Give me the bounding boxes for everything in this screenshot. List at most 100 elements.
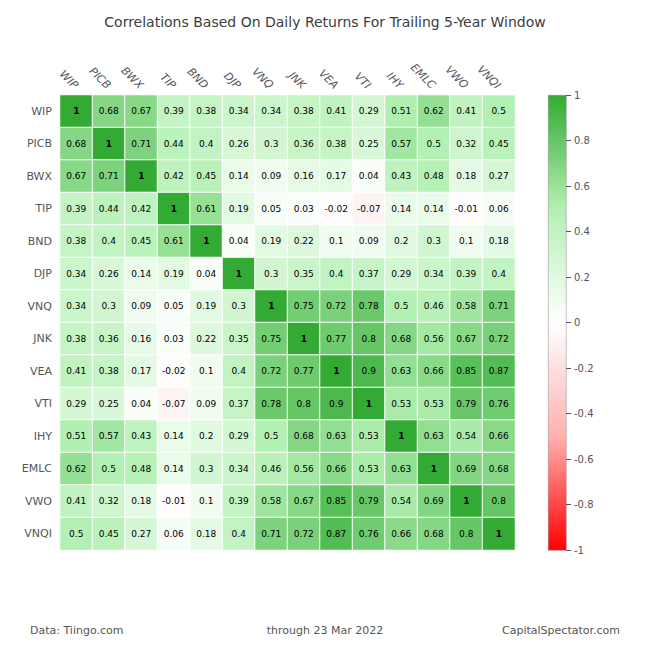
svg-text:0.04: 0.04 <box>359 171 379 181</box>
svg-text:0.38: 0.38 <box>66 236 86 246</box>
svg-text:0.2: 0.2 <box>199 431 213 441</box>
svg-text:1: 1 <box>496 529 502 539</box>
svg-text:0.4: 0.4 <box>329 269 344 279</box>
svg-text:-0.8: -0.8 <box>574 499 594 510</box>
svg-text:1: 1 <box>73 106 79 116</box>
svg-text:0.72: 0.72 <box>261 366 281 376</box>
svg-text:0.32: 0.32 <box>99 496 119 506</box>
svg-text:0.04: 0.04 <box>229 236 249 246</box>
svg-text:0.3: 0.3 <box>264 139 278 149</box>
svg-text:0.75: 0.75 <box>294 301 314 311</box>
svg-text:0.9: 0.9 <box>362 366 377 376</box>
svg-text:WIP: WIP <box>57 68 81 92</box>
svg-text:0.1: 0.1 <box>329 236 343 246</box>
svg-text:0.03: 0.03 <box>294 204 314 214</box>
svg-text:0.34: 0.34 <box>66 301 86 311</box>
svg-text:0.63: 0.63 <box>391 464 411 474</box>
svg-text:0.63: 0.63 <box>424 431 444 441</box>
svg-text:0.17: 0.17 <box>131 366 151 376</box>
svg-text:0.29: 0.29 <box>66 399 86 409</box>
svg-text:0.66: 0.66 <box>424 366 444 376</box>
svg-text:0.45: 0.45 <box>131 236 151 246</box>
svg-text:0.68: 0.68 <box>489 464 509 474</box>
svg-text:0.38: 0.38 <box>99 366 119 376</box>
svg-text:0.29: 0.29 <box>229 431 249 441</box>
svg-text:0.22: 0.22 <box>294 236 314 246</box>
svg-text:0.25: 0.25 <box>359 139 379 149</box>
svg-text:0.22: 0.22 <box>196 334 216 344</box>
svg-text:0.26: 0.26 <box>99 269 119 279</box>
svg-text:0.27: 0.27 <box>489 171 509 181</box>
svg-text:0.72: 0.72 <box>489 334 509 344</box>
svg-text:0.14: 0.14 <box>229 171 249 181</box>
svg-text:0.78: 0.78 <box>359 301 379 311</box>
svg-text:0.66: 0.66 <box>489 431 509 441</box>
svg-text:0.46: 0.46 <box>424 301 444 311</box>
svg-text:0.62: 0.62 <box>66 464 86 474</box>
svg-text:0.85: 0.85 <box>456 366 476 376</box>
svg-text:1: 1 <box>138 171 144 181</box>
svg-text:0.71: 0.71 <box>489 301 509 311</box>
svg-text:1: 1 <box>431 464 437 474</box>
svg-text:0.71: 0.71 <box>261 529 281 539</box>
svg-text:0.45: 0.45 <box>489 139 509 149</box>
svg-text:0.5: 0.5 <box>394 301 408 311</box>
svg-text:WIP: WIP <box>31 105 52 118</box>
svg-text:0.26: 0.26 <box>229 139 249 149</box>
svg-text:0.68: 0.68 <box>66 139 86 149</box>
svg-text:0.36: 0.36 <box>294 139 314 149</box>
svg-text:1: 1 <box>106 139 112 149</box>
svg-text:0.42: 0.42 <box>164 171 184 181</box>
svg-text:0.14: 0.14 <box>424 204 444 214</box>
svg-text:0.3: 0.3 <box>427 236 441 246</box>
svg-text:DJP: DJP <box>221 69 243 91</box>
svg-text:0.09: 0.09 <box>131 301 151 311</box>
svg-text:0.16: 0.16 <box>131 334 151 344</box>
svg-text:VNQI: VNQI <box>475 63 504 92</box>
svg-text:0.41: 0.41 <box>326 106 346 116</box>
svg-text:0.06: 0.06 <box>489 204 509 214</box>
svg-text:0.37: 0.37 <box>359 269 379 279</box>
svg-text:IHY: IHY <box>34 430 53 443</box>
svg-text:0.68: 0.68 <box>424 529 444 539</box>
svg-text:0.75: 0.75 <box>261 334 281 344</box>
svg-text:VNQI: VNQI <box>24 527 52 540</box>
svg-text:0.09: 0.09 <box>196 399 216 409</box>
svg-text:0.42: 0.42 <box>131 204 151 214</box>
svg-text:1: 1 <box>203 236 209 246</box>
svg-text:0.57: 0.57 <box>99 431 119 441</box>
svg-text:0.39: 0.39 <box>456 269 476 279</box>
svg-text:PICB: PICB <box>27 137 52 150</box>
svg-text:0.66: 0.66 <box>326 464 346 474</box>
svg-text:0.29: 0.29 <box>359 106 379 116</box>
svg-text:0.04: 0.04 <box>131 399 151 409</box>
svg-text:0.76: 0.76 <box>359 529 379 539</box>
svg-text:-0.4: -0.4 <box>574 408 594 419</box>
svg-text:0.06: 0.06 <box>164 529 184 539</box>
svg-text:0.77: 0.77 <box>294 366 314 376</box>
svg-text:Correlations Based On Daily Re: Correlations Based On Daily Returns For … <box>104 14 545 30</box>
svg-text:0.51: 0.51 <box>66 431 86 441</box>
svg-text:0.09: 0.09 <box>359 236 379 246</box>
svg-text:1: 1 <box>268 301 274 311</box>
svg-text:0.2: 0.2 <box>574 272 590 283</box>
svg-text:0.4: 0.4 <box>232 529 247 539</box>
svg-text:0.87: 0.87 <box>326 529 346 539</box>
svg-text:JNK: JNK <box>285 68 309 92</box>
svg-text:-0.01: -0.01 <box>162 496 185 506</box>
svg-text:-0.07: -0.07 <box>162 399 185 409</box>
svg-text:0.78: 0.78 <box>261 399 281 409</box>
svg-text:0.3: 0.3 <box>199 464 213 474</box>
svg-text:BWX: BWX <box>26 170 52 183</box>
svg-text:0.5: 0.5 <box>264 431 278 441</box>
svg-text:0.4: 0.4 <box>574 226 590 237</box>
svg-text:0.1: 0.1 <box>199 366 213 376</box>
svg-text:0.54: 0.54 <box>456 431 476 441</box>
svg-text:0.48: 0.48 <box>424 171 444 181</box>
svg-text:0.71: 0.71 <box>99 171 119 181</box>
svg-text:0.68: 0.68 <box>294 431 314 441</box>
svg-text:0.37: 0.37 <box>229 399 249 409</box>
svg-text:0.5: 0.5 <box>492 106 506 116</box>
svg-text:0.14: 0.14 <box>131 269 151 279</box>
svg-text:0.16: 0.16 <box>294 171 314 181</box>
